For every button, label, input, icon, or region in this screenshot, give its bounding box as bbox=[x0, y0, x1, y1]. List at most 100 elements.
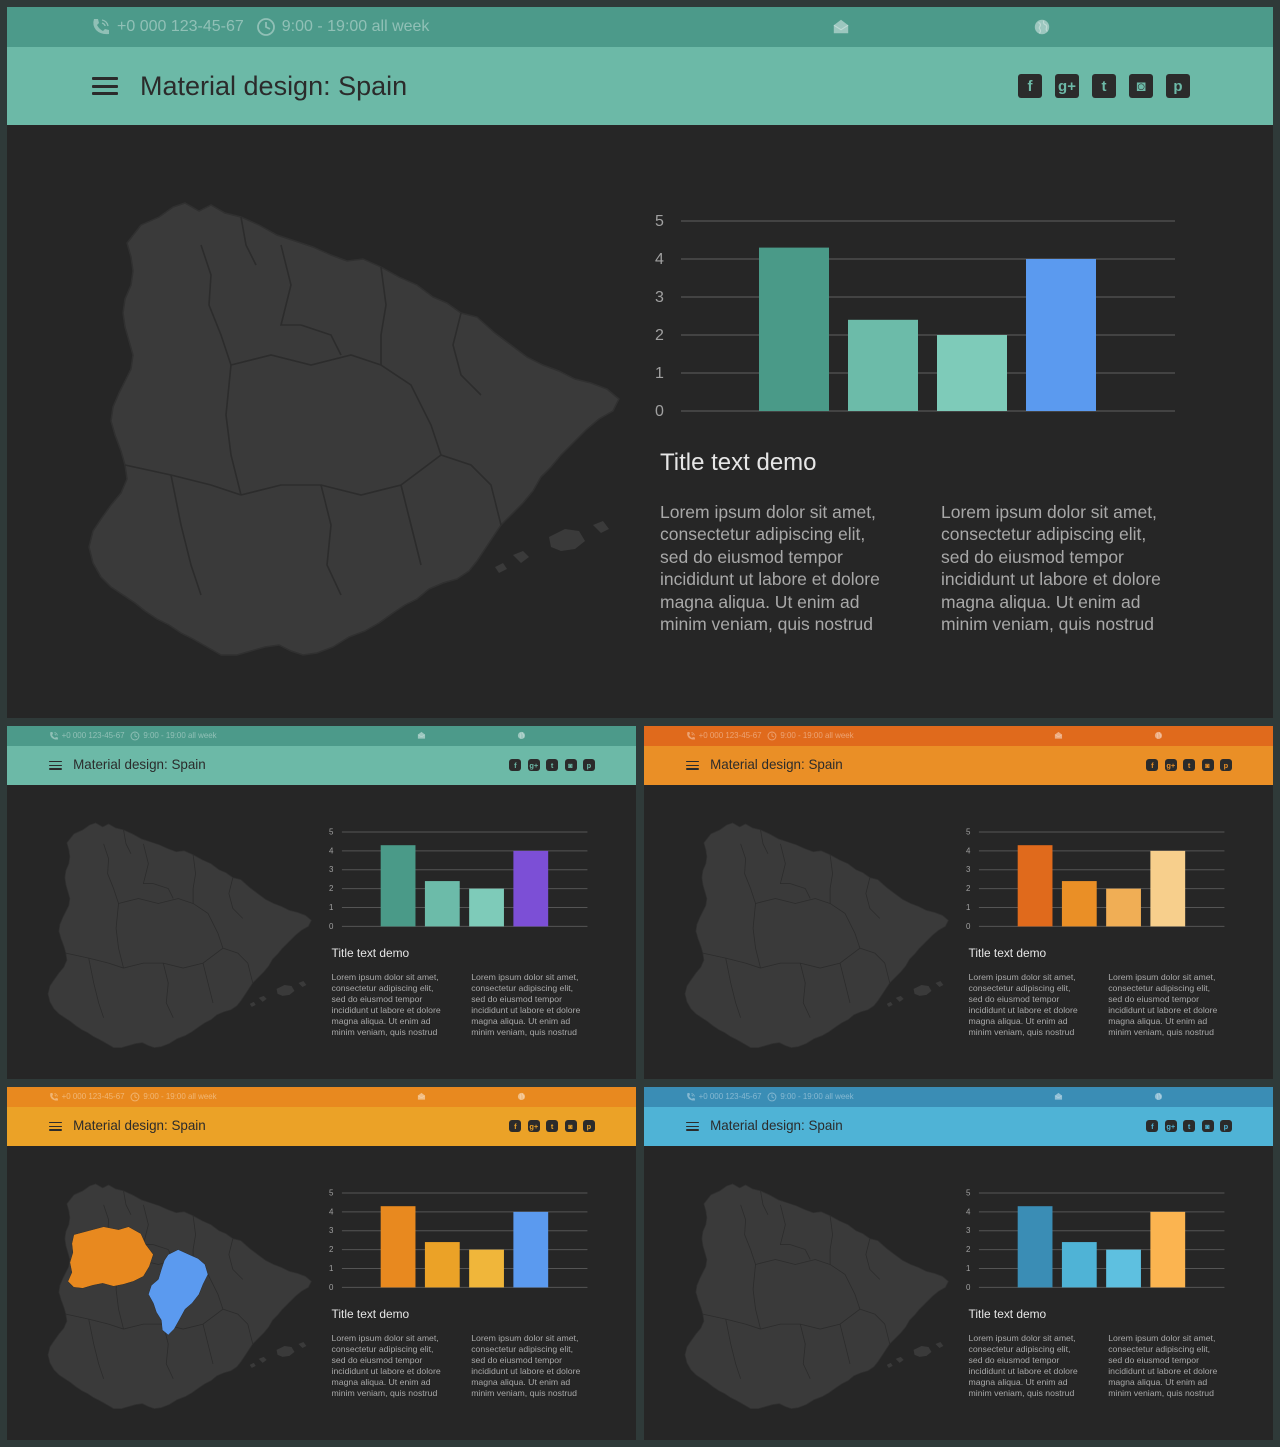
instagram-icon[interactable]: ◙ bbox=[564, 759, 577, 772]
bar bbox=[1061, 881, 1097, 927]
facebook-icon[interactable]: f bbox=[1018, 74, 1042, 98]
google-plus-icon[interactable]: g+ bbox=[1164, 759, 1177, 772]
top-info-bar: +0 000 123-45-67 9:00 - 19:00 all week bbox=[7, 1087, 636, 1107]
google-plus-icon[interactable]: g+ bbox=[1164, 1120, 1177, 1133]
facebook-icon[interactable]: f bbox=[509, 1120, 522, 1133]
island bbox=[298, 1342, 307, 1349]
page-title: Material design: Spain bbox=[710, 756, 843, 772]
content-paragraph-1: Lorem ipsum dolor sit amet, consectetur … bbox=[331, 971, 441, 1038]
content-title: Title text demo bbox=[968, 945, 1047, 960]
instagram-icon[interactable]: ◙ bbox=[1201, 1120, 1214, 1133]
pinterest-icon[interactable]: p bbox=[582, 1120, 595, 1133]
google-plus-icon[interactable]: g+ bbox=[1055, 74, 1079, 98]
twitter-icon[interactable]: t bbox=[546, 1120, 559, 1133]
content-paragraph-1: Lorem ipsum dolor sit amet, consectetur … bbox=[660, 502, 880, 635]
mail-icon[interactable] bbox=[1054, 1092, 1063, 1101]
region-border bbox=[142, 1205, 154, 1246]
mail-icon[interactable] bbox=[417, 1092, 426, 1101]
slide-blue: +0 000 123-45-67 9:00 - 19:00 all week M… bbox=[644, 1087, 1273, 1440]
hamburger-icon[interactable] bbox=[49, 760, 63, 770]
island bbox=[298, 981, 307, 988]
instagram-icon[interactable]: ◙ bbox=[1129, 74, 1153, 98]
y-tick-label: 0 bbox=[966, 922, 971, 931]
region-border bbox=[755, 898, 830, 905]
island bbox=[513, 551, 529, 563]
region-border bbox=[320, 484, 342, 596]
pinterest-icon[interactable]: p bbox=[1219, 759, 1232, 772]
clock-icon bbox=[131, 1092, 140, 1102]
google-plus-icon[interactable]: g+ bbox=[527, 1120, 540, 1133]
facebook-icon[interactable]: f bbox=[1146, 759, 1159, 772]
phone-info: +0 000 123-45-67 9:00 - 19:00 all week bbox=[49, 1087, 217, 1107]
hamburger-icon[interactable] bbox=[92, 77, 118, 95]
region-border bbox=[829, 1264, 861, 1310]
hamburger-icon[interactable] bbox=[686, 760, 700, 770]
region-border bbox=[192, 903, 224, 949]
mail-icon[interactable] bbox=[832, 18, 850, 36]
slide-teal-purple: +0 000 123-45-67 9:00 - 19:00 all week M… bbox=[7, 726, 636, 1079]
social-links: f g+ t ◙ p bbox=[509, 1120, 595, 1133]
content-paragraph-1: Lorem ipsum dolor sit amet, consectetur … bbox=[968, 971, 1078, 1038]
spain-mainland bbox=[47, 822, 312, 1049]
island bbox=[895, 1357, 904, 1364]
google-plus-icon[interactable]: g+ bbox=[527, 759, 540, 772]
region-border bbox=[839, 963, 851, 1004]
hamburger-icon[interactable] bbox=[686, 1121, 700, 1131]
region-border bbox=[452, 312, 482, 396]
region-border bbox=[760, 1309, 860, 1330]
region-border bbox=[230, 354, 382, 366]
y-tick-label: 1 bbox=[966, 903, 971, 912]
instagram-icon[interactable]: ◙ bbox=[1201, 759, 1214, 772]
globe-icon[interactable] bbox=[517, 731, 526, 740]
twitter-icon[interactable]: t bbox=[1092, 74, 1116, 98]
spain-mainland bbox=[88, 202, 620, 656]
phone-icon bbox=[686, 1092, 695, 1101]
clock-icon bbox=[131, 731, 140, 741]
spain-mainland bbox=[684, 822, 949, 1049]
facebook-icon[interactable]: f bbox=[1146, 1120, 1159, 1133]
instagram-icon[interactable]: ◙ bbox=[564, 1120, 577, 1133]
working-hours: 9:00 - 19:00 all week bbox=[780, 1092, 854, 1102]
twitter-icon[interactable]: t bbox=[1183, 1120, 1196, 1133]
mail-icon[interactable] bbox=[417, 731, 426, 740]
region-border bbox=[380, 266, 387, 365]
island bbox=[935, 981, 944, 988]
globe-icon[interactable] bbox=[517, 1092, 526, 1101]
bar bbox=[759, 247, 829, 411]
bar bbox=[380, 845, 416, 927]
twitter-icon[interactable]: t bbox=[1183, 759, 1196, 772]
region-border bbox=[170, 474, 202, 596]
phone-info: +0 000 123-45-67 9:00 - 19:00 all week bbox=[686, 1087, 854, 1107]
island bbox=[258, 1357, 267, 1364]
pinterest-icon[interactable]: p bbox=[1166, 74, 1190, 98]
app-header: Material design: Spain f g+ t ◙ p bbox=[7, 745, 636, 785]
island bbox=[249, 1363, 256, 1369]
hamburger-icon[interactable] bbox=[49, 1121, 63, 1131]
region-border bbox=[300, 324, 342, 356]
page-title: Material design: Spain bbox=[710, 1117, 843, 1133]
working-hours: 9:00 - 19:00 all week bbox=[780, 731, 854, 741]
region-border bbox=[799, 1324, 811, 1380]
region-border bbox=[222, 1309, 253, 1345]
y-tick-label: 2 bbox=[966, 1245, 971, 1254]
region-border bbox=[400, 484, 422, 566]
twitter-icon[interactable]: t bbox=[546, 759, 559, 772]
y-tick-label: 4 bbox=[329, 847, 334, 856]
mail-icon[interactable] bbox=[1054, 731, 1063, 740]
region-border bbox=[702, 953, 761, 969]
page-title: Material design: Spain bbox=[140, 71, 408, 101]
island bbox=[593, 521, 609, 533]
y-tick-label: 2 bbox=[329, 1245, 334, 1254]
content-paragraph-2: Lorem ipsum dolor sit amet, consectetur … bbox=[471, 971, 581, 1038]
content-paragraph-1: Lorem ipsum dolor sit amet, consectetur … bbox=[968, 1332, 1078, 1399]
pinterest-icon[interactable]: p bbox=[1219, 1120, 1232, 1133]
globe-icon[interactable] bbox=[1033, 18, 1051, 36]
pinterest-icon[interactable]: p bbox=[582, 759, 595, 772]
region-border bbox=[115, 903, 124, 969]
facebook-icon[interactable]: f bbox=[509, 759, 522, 772]
globe-icon[interactable] bbox=[1154, 1092, 1163, 1101]
region-border bbox=[152, 883, 174, 900]
island bbox=[276, 1346, 295, 1358]
globe-icon[interactable] bbox=[1154, 731, 1163, 740]
bar bbox=[1017, 1206, 1053, 1288]
